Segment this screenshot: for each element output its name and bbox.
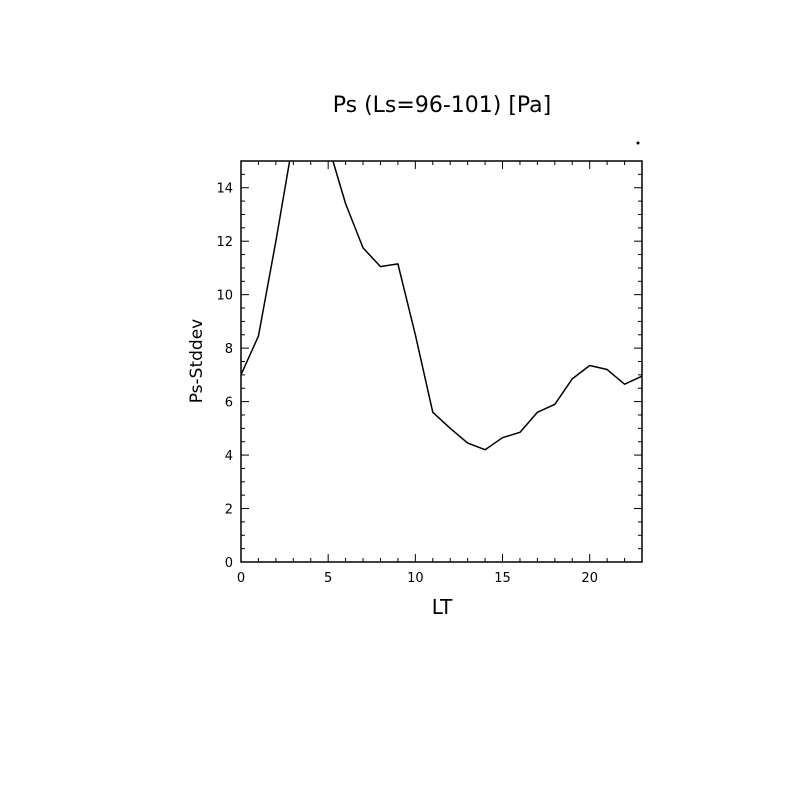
- x-tick-label: 20: [581, 571, 598, 586]
- x-axis-label: LT: [432, 595, 453, 619]
- x-tick-label: 0: [237, 571, 245, 586]
- y-tick-label: 14: [216, 182, 233, 197]
- y-axis-label: Ps-Stddev: [187, 319, 207, 404]
- x-tick-label: 15: [494, 571, 511, 586]
- x-tick-label: 10: [407, 571, 424, 586]
- y-tick-label: 0: [225, 556, 233, 571]
- series-line: [241, 161, 642, 451]
- y-tick-label: 6: [225, 396, 233, 411]
- tick-labels: 0 5 10 15 20 0 2 4 6 8 10 12 14: [216, 182, 598, 586]
- corner-dot: [636, 141, 640, 145]
- y-tick-label: 4: [225, 449, 233, 464]
- y-tick-label: 8: [225, 342, 233, 357]
- y-tick-label: 10: [216, 289, 233, 304]
- y-tick-label: 2: [225, 503, 233, 518]
- y-tick-label: 12: [216, 235, 233, 250]
- plot-frame: [240, 160, 643, 563]
- series-points: [241, 204, 642, 450]
- ticks: [240, 160, 643, 563]
- chart-title: Ps (Ls=96-101) [Pa]: [333, 93, 552, 118]
- x-tick-label: 5: [324, 571, 332, 586]
